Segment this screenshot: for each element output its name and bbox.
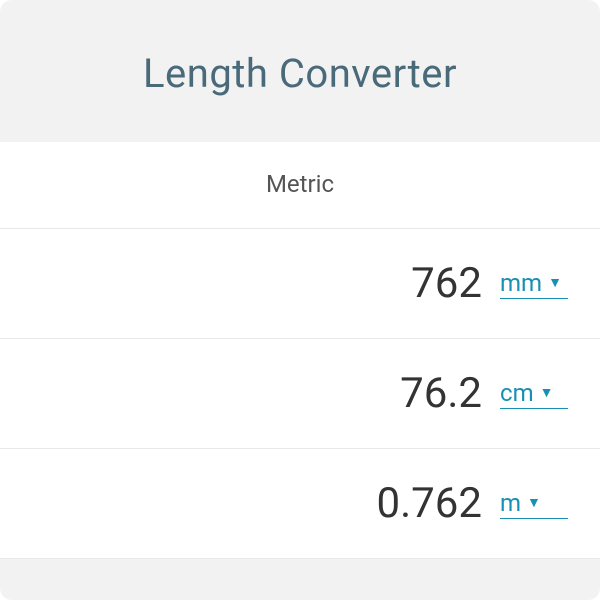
unit-label: mm [500, 269, 542, 297]
unit-dropdown-m[interactable]: m ▼ [500, 489, 568, 519]
page-title: Length Converter [20, 50, 580, 97]
converter-row: 0.762 m ▼ [0, 449, 600, 559]
value-input[interactable]: 762 [411, 259, 482, 308]
section-label: Metric [0, 142, 600, 229]
converter-card: Length Converter Metric 762 mm ▼ 76.2 cm… [0, 0, 600, 600]
chevron-down-icon: ▼ [540, 384, 554, 401]
chevron-down-icon: ▼ [527, 494, 541, 511]
unit-dropdown-mm[interactable]: mm ▼ [500, 269, 568, 299]
value-input[interactable]: 0.762 [377, 479, 483, 528]
unit-dropdown-cm[interactable]: cm ▼ [500, 379, 568, 409]
card-header: Length Converter [0, 0, 600, 142]
value-input[interactable]: 76.2 [400, 369, 482, 418]
unit-label: cm [500, 379, 534, 407]
converter-row: 762 mm ▼ [0, 229, 600, 339]
converter-row: 76.2 cm ▼ [0, 339, 600, 449]
chevron-down-icon: ▼ [548, 274, 562, 291]
unit-label: m [500, 489, 521, 517]
